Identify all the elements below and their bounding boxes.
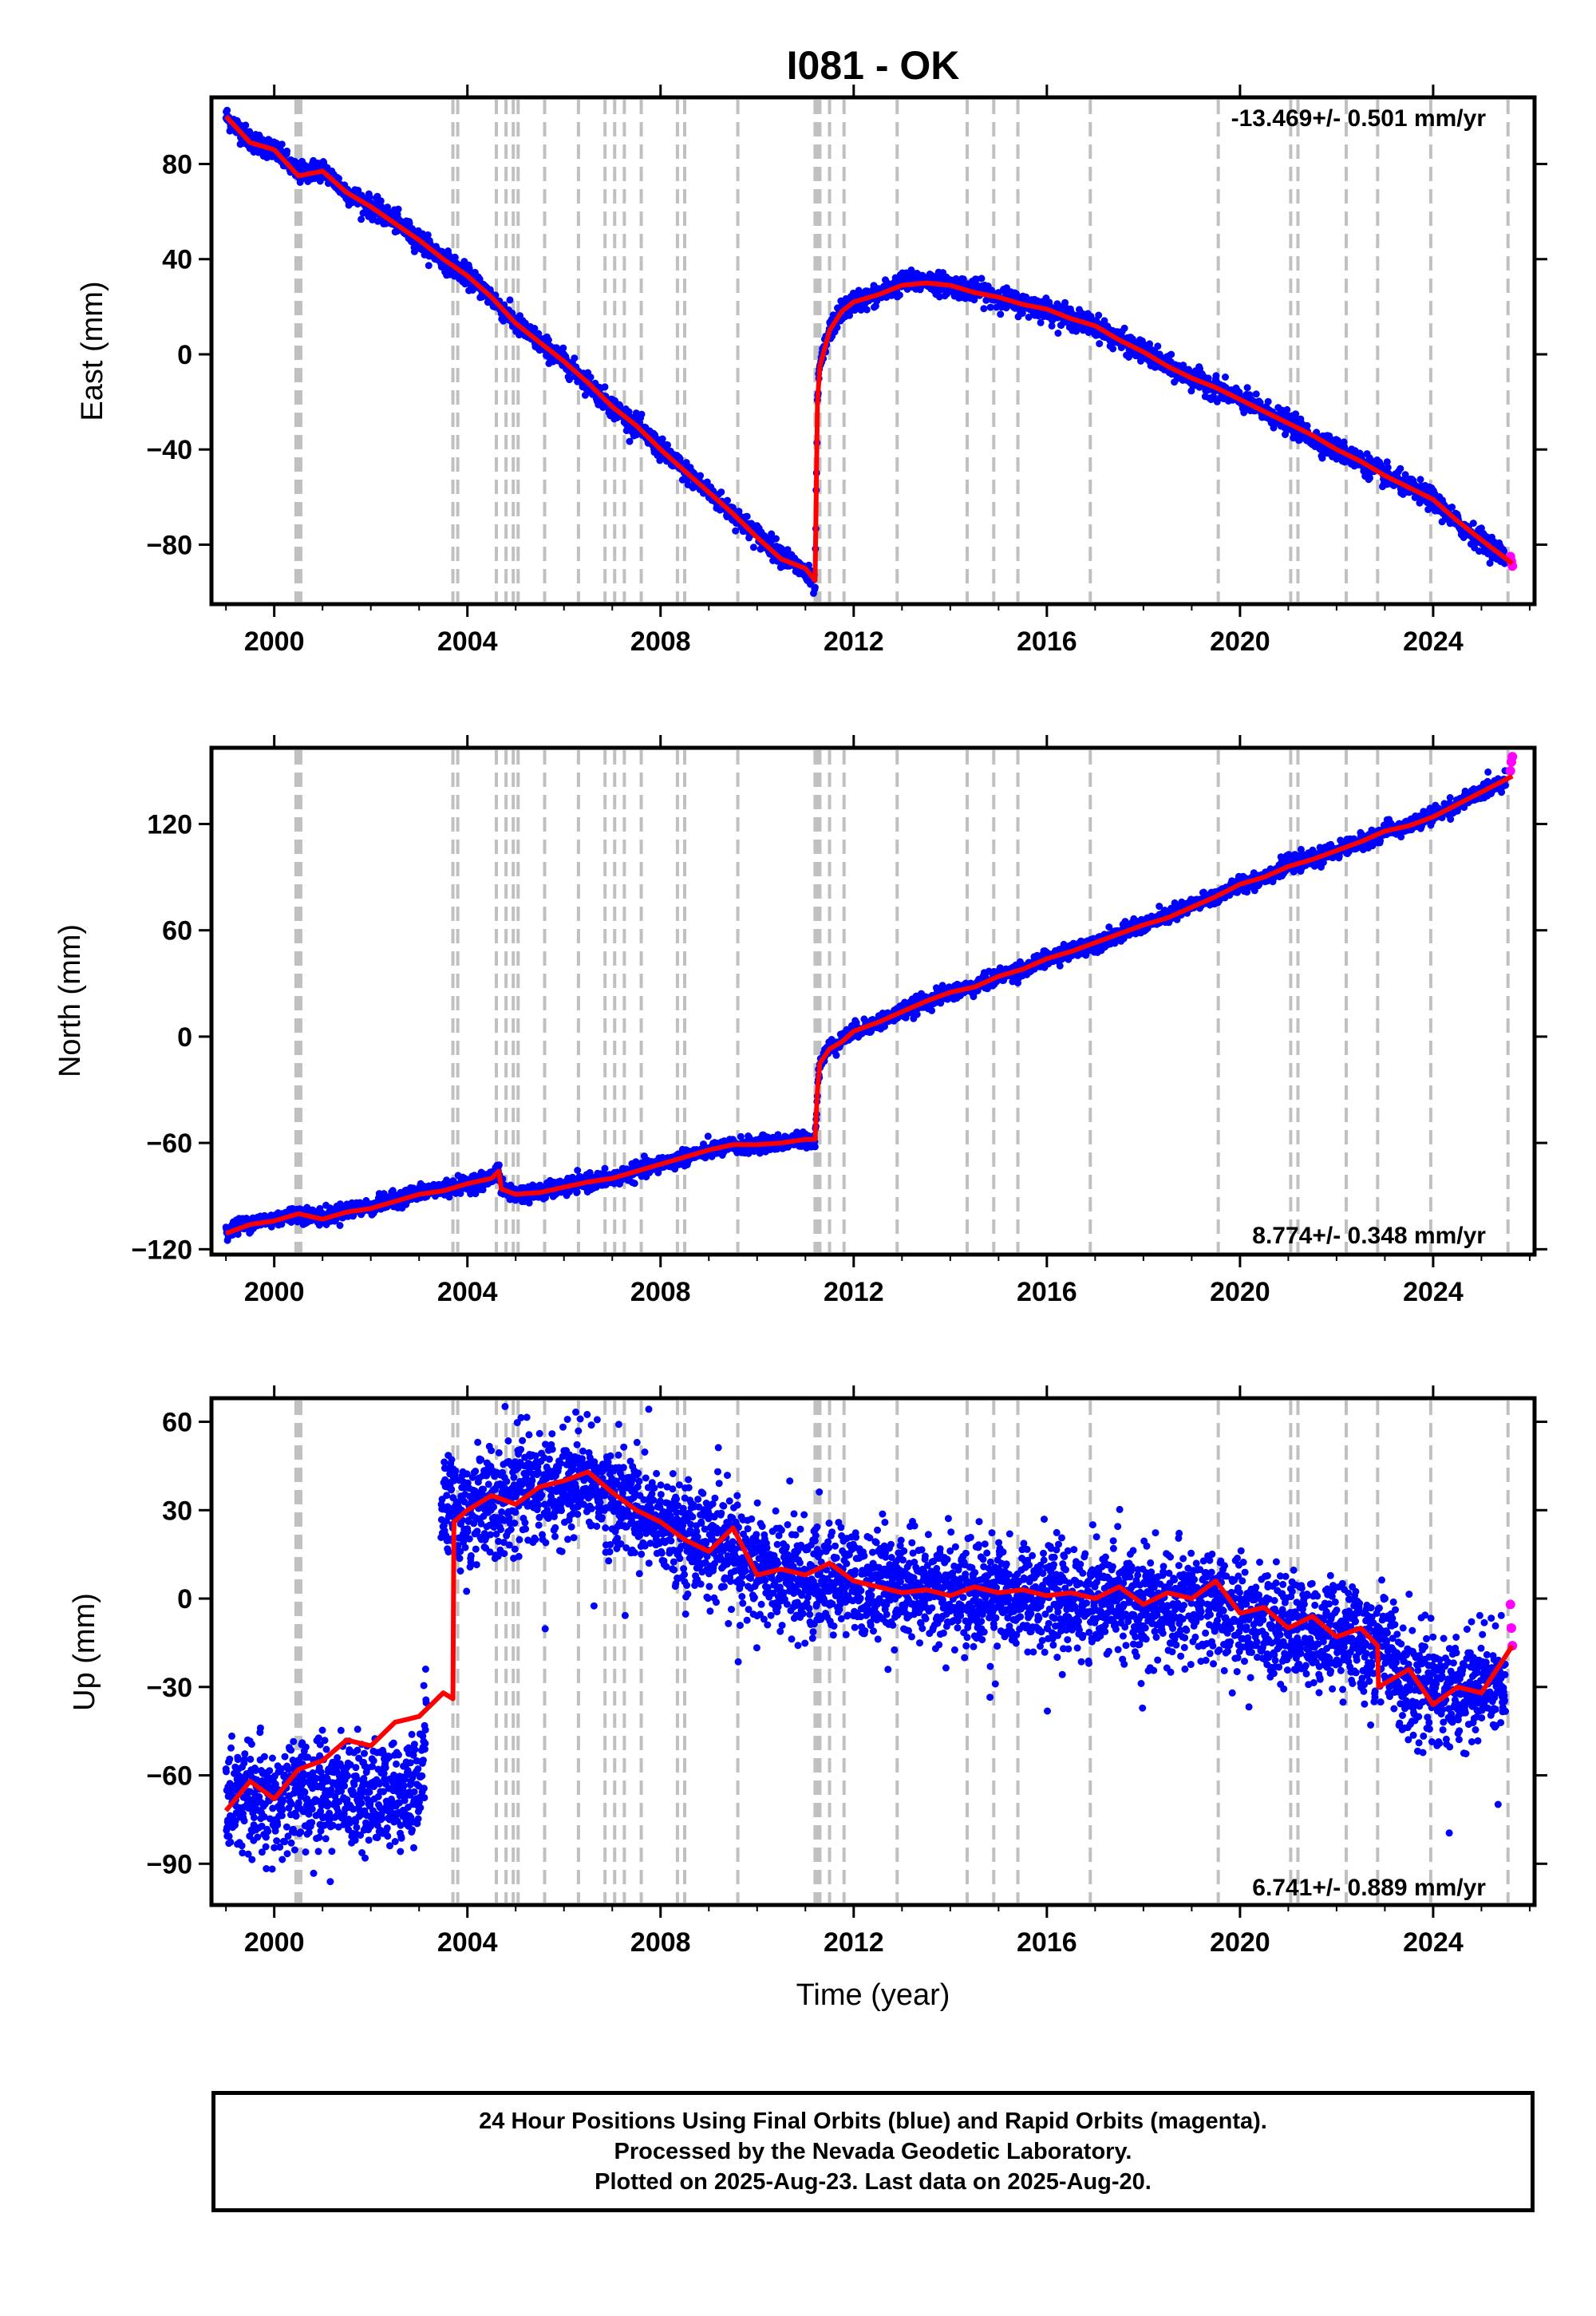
north-y-tick-label: −60 xyxy=(146,1128,192,1159)
east-final-points xyxy=(222,106,1510,597)
up-y-tick-label: −60 xyxy=(146,1761,192,1792)
east-y-tick-label: 0 xyxy=(177,340,192,370)
east-x-ticks: 2000 2004 2008 2012 2016 2020 2024 xyxy=(225,85,1531,657)
up-model-curve xyxy=(223,1469,1515,1812)
up-rapid-point xyxy=(1505,1599,1515,1610)
x-axis-label: Time (year) xyxy=(796,1978,950,2012)
up-x-ticks: 2000 2004 2008 2012 2016 2020 2024 xyxy=(225,1385,1531,1958)
north-model-line xyxy=(225,773,1514,1236)
east-x-tick-label: 2016 xyxy=(1017,626,1077,657)
east-x-tick-label: 2004 xyxy=(437,626,498,657)
east-y-tick-label: 80 xyxy=(162,149,192,180)
footer-line-3: Plotted on 2025-Aug-23. Last data on 202… xyxy=(595,2169,1152,2195)
north-x-tick-label: 2012 xyxy=(824,1277,884,1307)
north-y-tick-label: 60 xyxy=(162,916,192,947)
up-rate-label: 6.741+/- 0.889 mm/yr xyxy=(1252,1875,1486,1901)
up-model-line xyxy=(223,1469,1515,1812)
north-y-ticks: −120 −60 0 60 120 xyxy=(131,809,1547,1265)
up-y-tick-label: 0 xyxy=(177,1584,192,1614)
north-y-axis-label: North (mm) xyxy=(53,924,87,1077)
up-final-cloud xyxy=(222,1402,1510,1886)
north-x-tick-label: 2020 xyxy=(1210,1277,1270,1307)
up-x-tick-label: 2004 xyxy=(437,1927,498,1958)
north-rapid-point xyxy=(1507,752,1518,762)
figure-title: I081 - OK xyxy=(787,43,960,88)
up-final-points xyxy=(222,1402,1510,1886)
north-x-tick-label: 2000 xyxy=(244,1277,305,1307)
up-y-tick-label: −30 xyxy=(146,1673,192,1703)
up-x-tick-label: 2000 xyxy=(244,1927,305,1958)
footer-box: 24 Hour Positions Using Final Orbits (bl… xyxy=(211,2091,1535,2212)
east-step-lines xyxy=(294,100,1510,602)
east-y-tick-label: −80 xyxy=(146,530,192,560)
up-x-tick-label: 2020 xyxy=(1210,1927,1270,1958)
north-x-tick-label: 2008 xyxy=(630,1277,691,1307)
east-x-tick-label: 2008 xyxy=(630,626,691,657)
up-x-tick-label: 2012 xyxy=(824,1927,884,1958)
east-final-cloud xyxy=(222,106,1510,597)
up-y-tick-label: 30 xyxy=(162,1496,192,1526)
east-panel: −80 −40 0 40 80 2000 2004 2008 2012 2016 2020 2024… xyxy=(76,85,1547,657)
east-rate-label: -13.469+/- 0.501 mm/yr xyxy=(1231,105,1487,132)
up-y-tick-label: −90 xyxy=(146,1849,192,1879)
up-x-tick-label: 2024 xyxy=(1403,1927,1464,1958)
north-frame xyxy=(209,745,1537,1257)
up-y-axis-label: Up (mm) xyxy=(68,1593,101,1711)
north-y-tick-label: 0 xyxy=(177,1022,192,1053)
east-x-tick-label: 2000 xyxy=(244,626,305,657)
north-step-lines xyxy=(294,750,1510,1252)
north-y-tick-label: −120 xyxy=(131,1235,192,1265)
east-y-ticks: −80 −40 0 40 80 xyxy=(146,149,1547,560)
footer-line-1: 24 Hour Positions Using Final Orbits (bl… xyxy=(479,2109,1267,2134)
up-y-ticks: −90 −60 −30 0 30 60 xyxy=(146,1408,1547,1879)
north-x-tick-label: 2016 xyxy=(1017,1277,1077,1307)
north-model-curve xyxy=(225,773,1514,1236)
north-rapid-point xyxy=(1505,765,1515,776)
east-x-tick-label: 2012 xyxy=(824,626,884,657)
east-y-tick-label: 40 xyxy=(162,245,192,275)
east-x-tick-label: 2020 xyxy=(1210,626,1270,657)
north-rapid-points xyxy=(1505,752,1518,776)
up-x-tick-label: 2016 xyxy=(1017,1927,1077,1958)
up-y-tick-label: 60 xyxy=(162,1408,192,1438)
north-final-points xyxy=(222,767,1510,1244)
east-frame xyxy=(209,95,1537,607)
north-x-tick-label: 2004 xyxy=(437,1277,498,1307)
east-x-tick-label: 2024 xyxy=(1403,626,1464,657)
north-x-ticks: 2000 2004 2008 2012 2016 2020 2024 xyxy=(225,735,1531,1307)
north-y-tick-label: 120 xyxy=(147,809,192,840)
up-rapid-point xyxy=(1506,1622,1516,1633)
north-final-cloud xyxy=(222,767,1510,1244)
north-rate-label: 8.774+/- 0.348 mm/yr xyxy=(1252,1223,1486,1249)
north-x-tick-label: 2024 xyxy=(1403,1277,1464,1307)
east-y-tick-label: −40 xyxy=(146,435,192,465)
up-x-tick-label: 2008 xyxy=(630,1927,691,1958)
east-y-axis-label: East (mm) xyxy=(76,281,109,421)
footer-line-2: Processed by the Nevada Geodetic Laborat… xyxy=(614,2139,1132,2164)
up-frame xyxy=(209,1396,1537,1907)
east-model-curve xyxy=(223,114,1515,583)
east-model-line xyxy=(223,114,1515,583)
